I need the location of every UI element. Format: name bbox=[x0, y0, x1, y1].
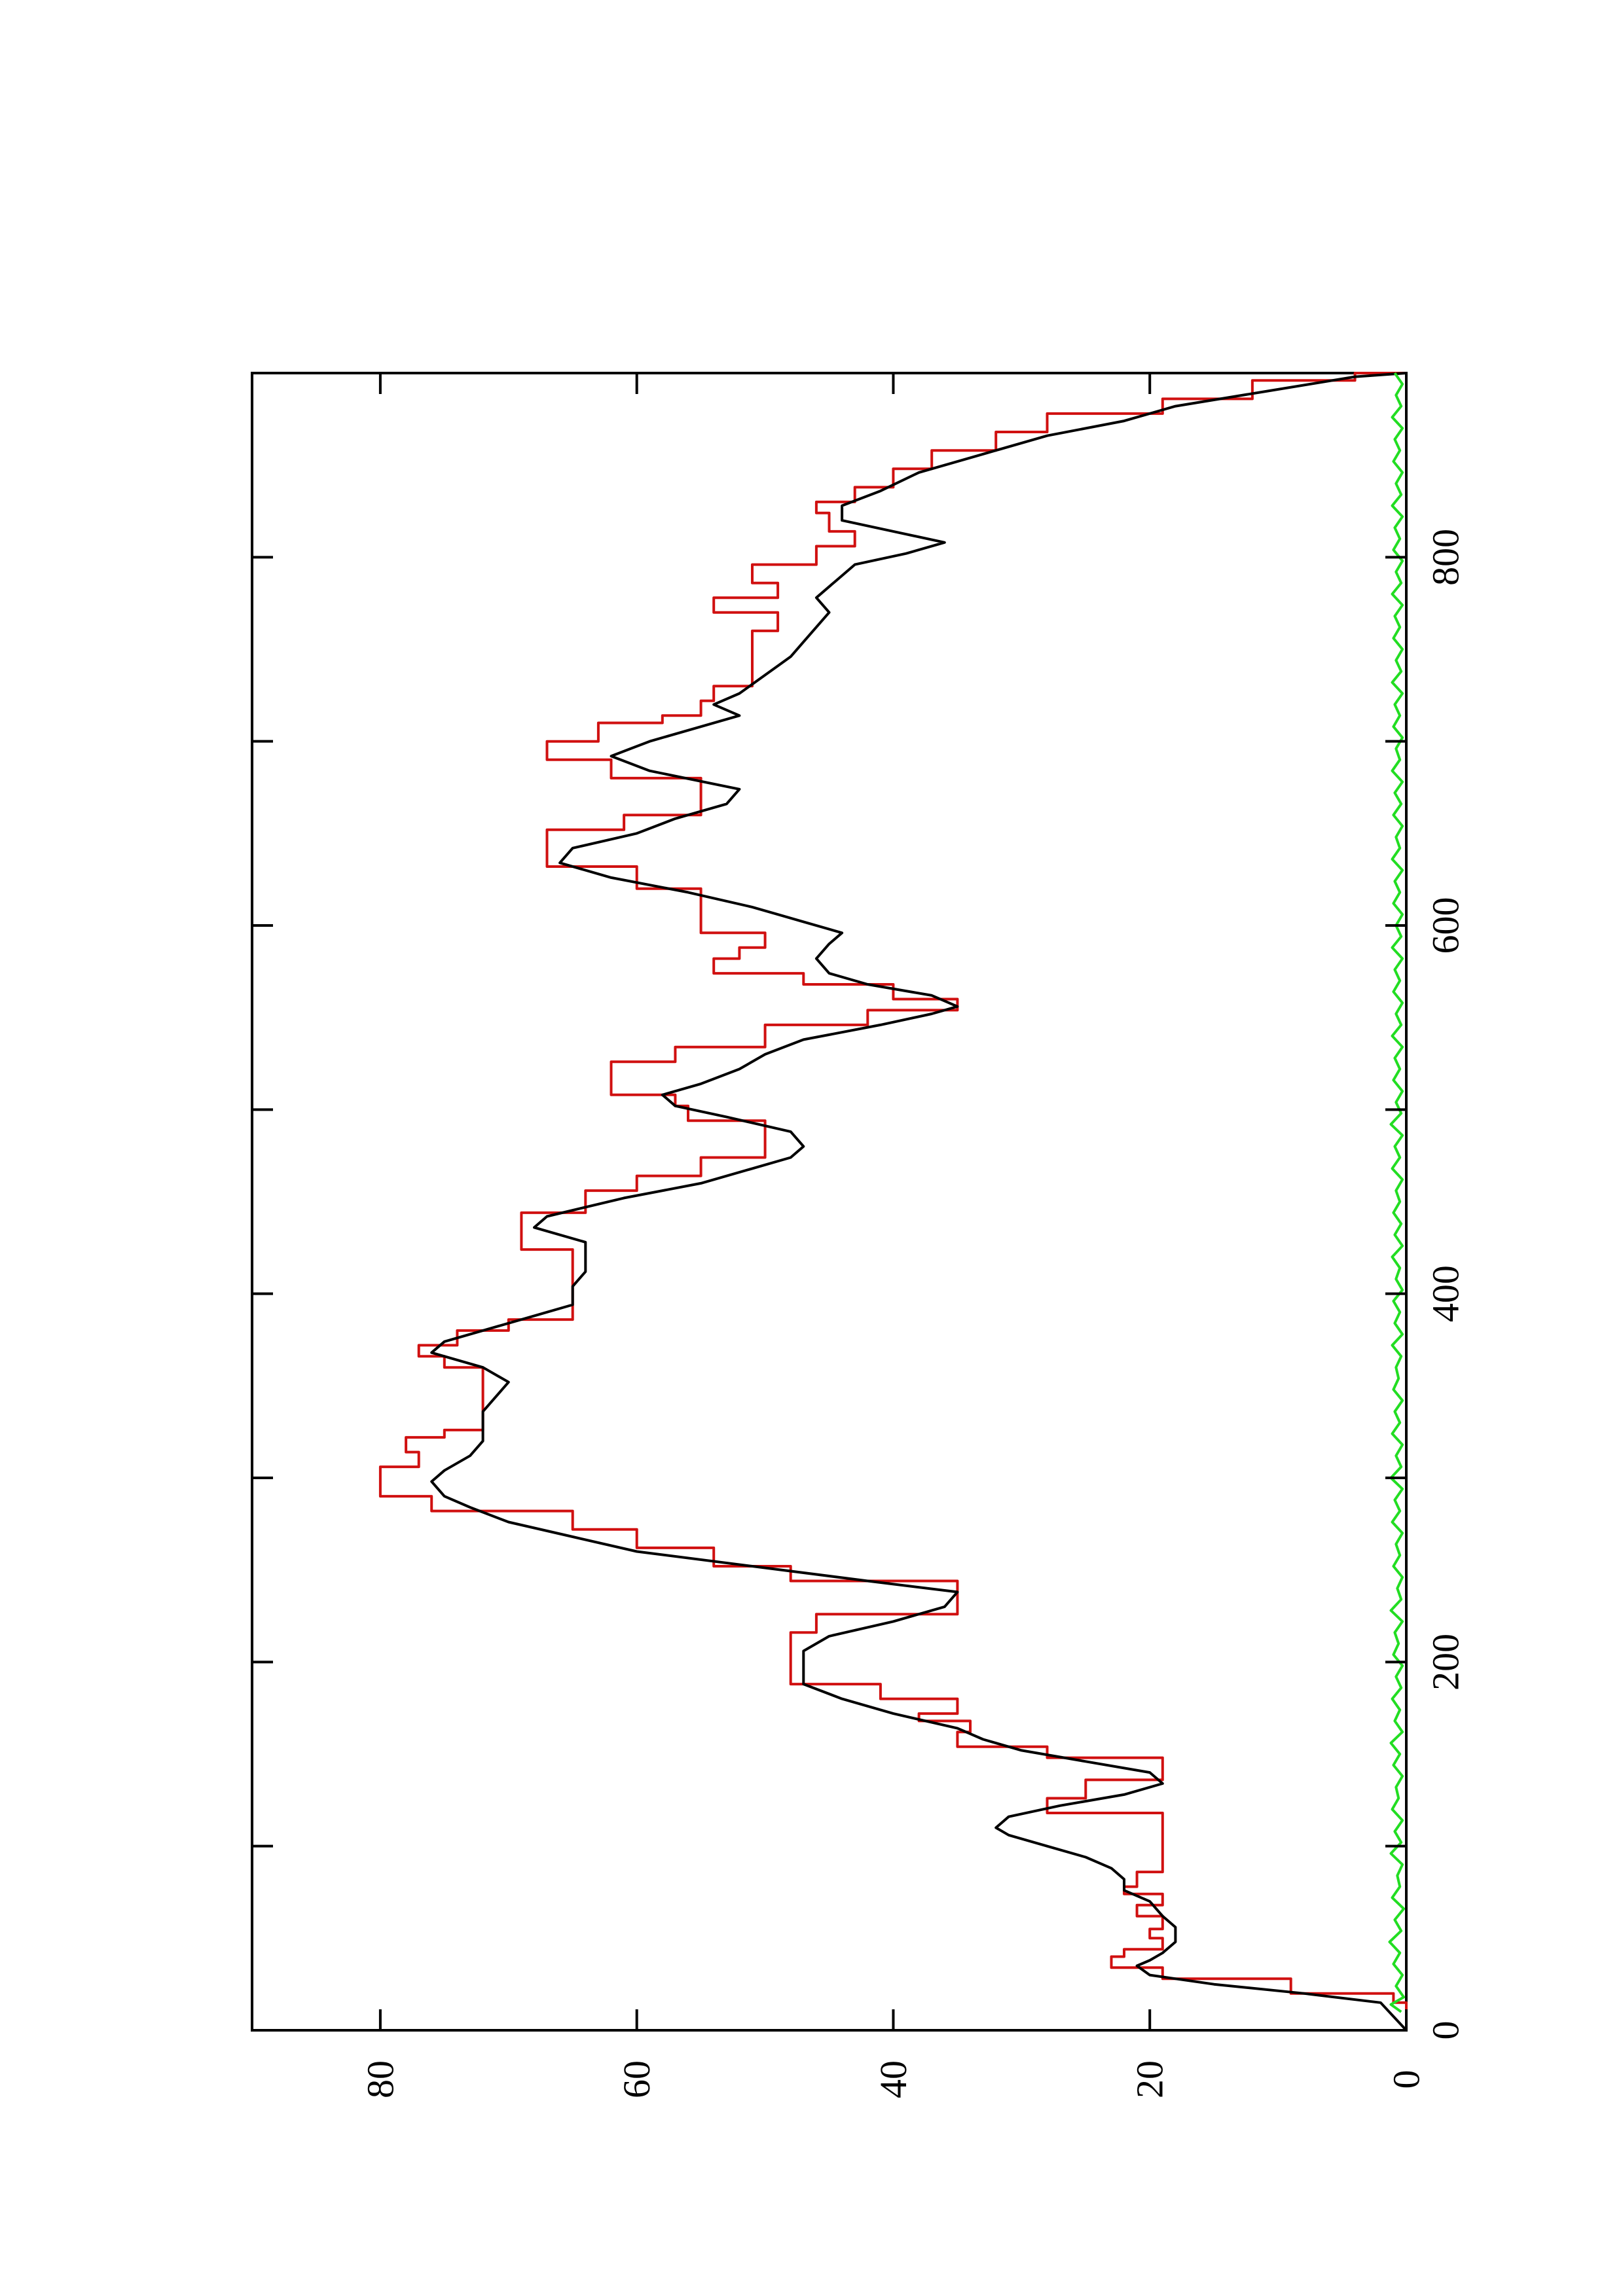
y-tick-label: 0 bbox=[1385, 2070, 1428, 2089]
axis-ticks bbox=[252, 373, 1408, 2032]
series-line-1 bbox=[378, 372, 1408, 2030]
x-tick-label: 0 bbox=[1425, 2021, 1467, 2040]
plot-border bbox=[251, 372, 1408, 2032]
x-tick-label: 800 bbox=[1425, 529, 1467, 586]
x-tick-label: 200 bbox=[1425, 1634, 1467, 1691]
y-tick-label: 60 bbox=[615, 2060, 658, 2098]
y-tick-label: 20 bbox=[1129, 2060, 1171, 2098]
y-tick-label: 80 bbox=[359, 2060, 401, 2098]
series-line-3 bbox=[1388, 372, 1406, 2013]
series-line-2 bbox=[430, 372, 1408, 2032]
y-tick-label: 40 bbox=[872, 2060, 915, 2098]
plot-frame bbox=[251, 372, 1408, 2032]
x-tick-label: 600 bbox=[1425, 897, 1467, 954]
tick-labels: 0 200 400 600 800 0 20 40 60 80 bbox=[359, 529, 1467, 2098]
series-layer bbox=[378, 372, 1408, 2032]
x-tick-label: 400 bbox=[1425, 1265, 1467, 1322]
